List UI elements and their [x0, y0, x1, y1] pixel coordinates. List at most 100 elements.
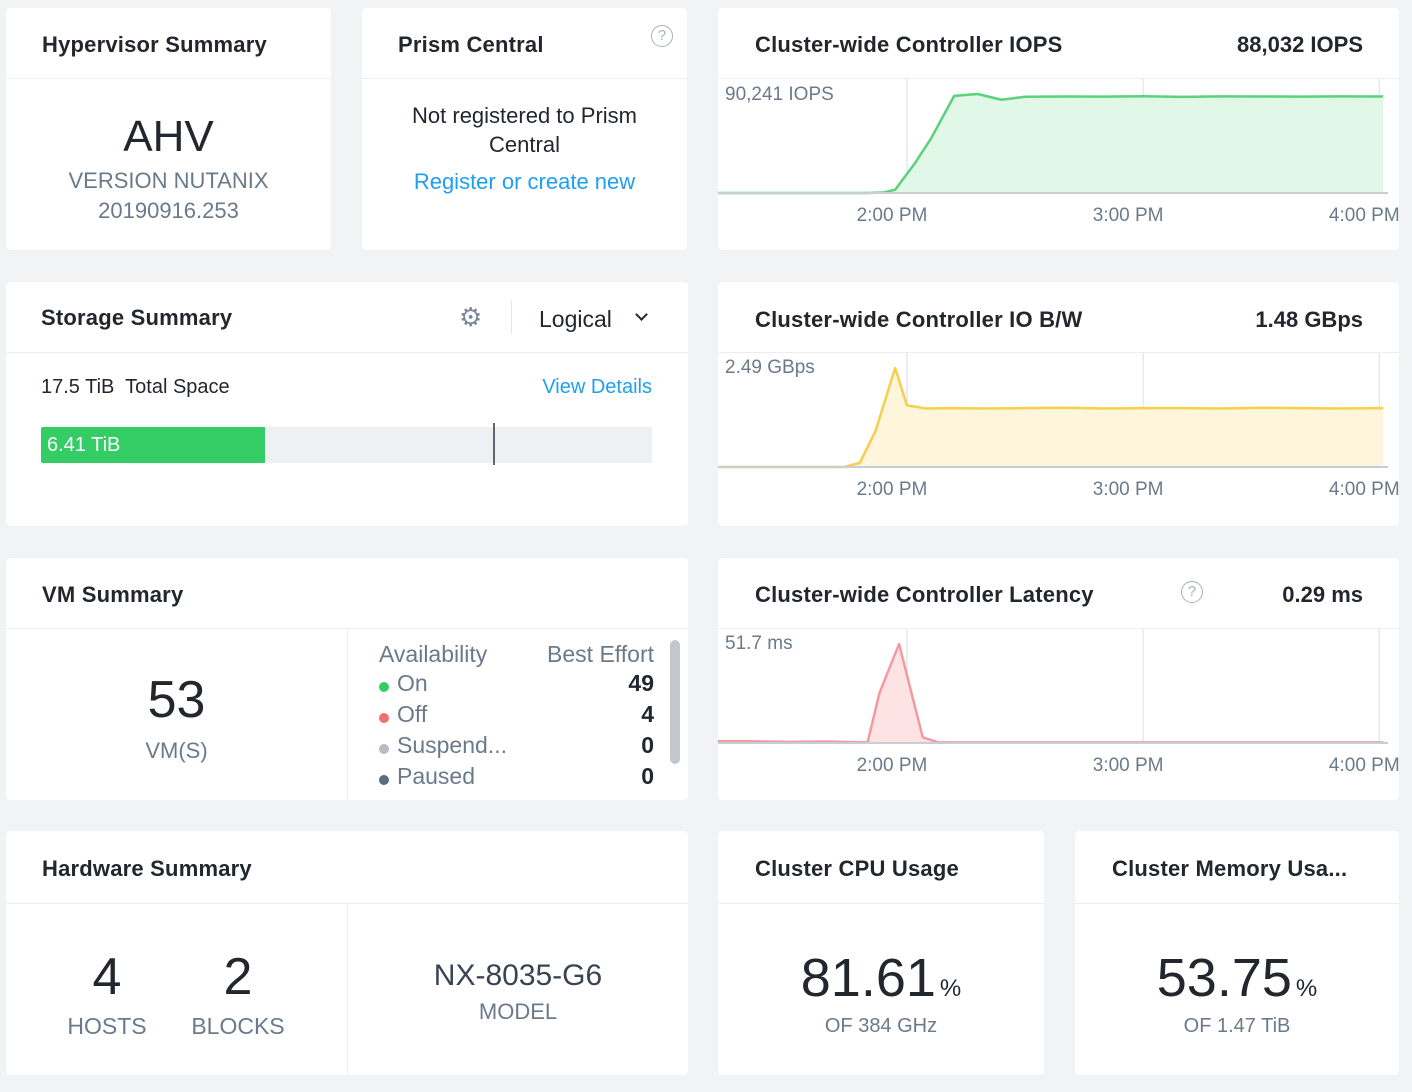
- hypervisor-name: AHV: [123, 112, 214, 161]
- x-tick-label: 4:00 PM: [1329, 205, 1399, 226]
- storage-summary-card[interactable]: Storage Summary ⚙ Logical 17.5 TiB Total…: [6, 282, 688, 526]
- hypervisor-version-line2: 20190916.253: [98, 198, 239, 223]
- card-title: Cluster-wide Controller Latency: [755, 582, 1094, 607]
- view-details-link[interactable]: View Details: [542, 376, 652, 398]
- prism-central-card[interactable]: Prism Central ? Not registered to Prism …: [362, 8, 687, 250]
- card-title: Storage Summary: [41, 305, 233, 330]
- prism-status-message: Not registered to Prism Central: [412, 103, 637, 157]
- header-divider: [511, 300, 512, 334]
- hosts-count: 4: [92, 948, 122, 1006]
- model-name: NX-8035-G6: [433, 959, 603, 992]
- series-line: [718, 642, 1384, 744]
- card-header: [718, 282, 1399, 353]
- card-title: Prism Central: [398, 32, 544, 57]
- latency-card[interactable]: Cluster-wide Controller Latency ? 0.29 m…: [718, 558, 1399, 800]
- iops-card[interactable]: Cluster-wide Controller IOPS 88,032 IOPS…: [718, 8, 1399, 250]
- question-circle-icon[interactable]: ?: [651, 25, 673, 47]
- vm-status-label: Paused: [397, 763, 476, 789]
- card-header: [1075, 831, 1399, 904]
- cpu-capacity: OF 384 GHz: [824, 1015, 938, 1037]
- card-header: [718, 831, 1044, 904]
- status-dot: [379, 713, 389, 723]
- cpu-usage-value-block: 81.61%: [718, 947, 1044, 1009]
- status-dot: [379, 775, 389, 785]
- list-item[interactable]: Off 4: [379, 701, 654, 732]
- io-bandwidth-card[interactable]: Cluster-wide Controller IO B/W 1.48 GBps…: [718, 282, 1399, 526]
- card-header: [6, 282, 688, 353]
- total-space: 17.5 TiB Total Space: [41, 376, 230, 399]
- vm-status-label: On: [397, 670, 428, 696]
- card-header: [6, 8, 331, 79]
- x-tick-label: 3:00 PM: [1093, 755, 1164, 776]
- card-title: VM Summary: [42, 582, 184, 607]
- current-iops-value: 88,032 IOPS: [1237, 32, 1363, 57]
- x-tick-label: 2:00 PM: [857, 755, 928, 776]
- card-title: Cluster CPU Usage: [755, 856, 959, 881]
- x-tick-label: 4:00 PM: [1329, 479, 1399, 500]
- status-dot: [379, 682, 389, 692]
- status-dot: [379, 744, 389, 754]
- total-space-value: 17.5 TiB: [41, 376, 115, 398]
- model-label: MODEL: [478, 999, 558, 1024]
- card-header: [718, 8, 1399, 79]
- vm-status-label: Suspend...: [397, 732, 507, 758]
- storage-used-label: 6.41 TiB: [47, 434, 121, 456]
- series-area: [718, 368, 1384, 467]
- gear-icon[interactable]: ⚙: [459, 302, 483, 332]
- vm-status-count: 0: [641, 763, 654, 789]
- register-link[interactable]: Register or create new: [413, 169, 636, 194]
- list-item[interactable]: On 49: [379, 670, 654, 701]
- memory-usage-value: 53.75: [1156, 948, 1292, 1008]
- vm-status-count: 0: [641, 732, 654, 758]
- question-circle-icon[interactable]: ?: [1181, 581, 1203, 603]
- x-tick-label: 2:00 PM: [857, 205, 928, 226]
- cpu-usage-value: 81.61: [800, 948, 936, 1008]
- current-latency-value: 0.29 ms: [1282, 582, 1363, 607]
- card-header: [6, 831, 688, 904]
- memory-usage-value-block: 53.75%: [1075, 947, 1399, 1009]
- vm-count-label: VM(S): [145, 738, 208, 763]
- storage-usage-bar: 6.41 TiB: [41, 423, 652, 465]
- chevron-down-icon: [635, 308, 648, 321]
- x-tick-label: 2:00 PM: [857, 479, 928, 500]
- card-header: [362, 8, 687, 79]
- memory-usage-unit: %: [1295, 975, 1318, 1002]
- vm-list-scrollbar[interactable]: [670, 640, 680, 764]
- latency-chart[interactable]: 2:00 PM 3:00 PM 4:00 PM: [718, 558, 1399, 800]
- storage-used-fill: 6.41 TiB: [41, 427, 265, 463]
- cpu-usage-card[interactable]: Cluster CPU Usage 81.61% OF 384 GHz: [718, 831, 1044, 1075]
- memory-usage-card[interactable]: Cluster Memory Usa... 53.75% OF 1.47 TiB: [1075, 831, 1399, 1075]
- vm-divider: [347, 629, 348, 800]
- vm-status-list: On 49 Off 4 Suspend... 0 Paused 0: [379, 670, 654, 794]
- list-item[interactable]: Suspend... 0: [379, 732, 654, 763]
- storage-threshold-marker: [493, 423, 496, 465]
- vm-best-effort-header: Best Effort: [547, 641, 654, 667]
- series-area: [718, 94, 1384, 193]
- iops-chart[interactable]: 2:00 PM 3:00 PM 4:00 PM: [718, 8, 1399, 250]
- vm-summary-card[interactable]: VM Summary 53 VM(S) Availability Best Ef…: [6, 558, 688, 800]
- hosts-label: HOSTS: [67, 1013, 147, 1039]
- vm-count: 53: [147, 671, 206, 729]
- card-title: Cluster Memory Usa...: [1112, 856, 1348, 881]
- vm-status-count: 49: [628, 670, 654, 696]
- vm-status-count: 4: [641, 701, 654, 727]
- hypervisor-summary-card[interactable]: Hypervisor Summary AHV VERSION NUTANIX 2…: [6, 8, 331, 250]
- hardware-summary-card[interactable]: Hardware Summary 4 HOSTS 2 BLOCKS NX-803…: [6, 831, 688, 1075]
- chart-max-label: 90,241 IOPS: [725, 84, 834, 105]
- card-title: Hypervisor Summary: [42, 32, 267, 57]
- card-title: Cluster-wide Controller IOPS: [755, 32, 1063, 57]
- x-tick-label: 3:00 PM: [1093, 479, 1164, 500]
- current-bandwidth-value: 1.48 GBps: [1255, 307, 1363, 332]
- x-tick-label: 4:00 PM: [1329, 755, 1399, 776]
- view-mode-select[interactable]: Logical: [539, 306, 657, 336]
- chart-max-label: 2.49 GBps: [725, 357, 815, 378]
- vm-status-label: Off: [397, 701, 428, 727]
- memory-capacity: OF 1.47 TiB: [1183, 1015, 1291, 1037]
- blocks-count: 2: [223, 948, 253, 1006]
- total-space-label: Total Space: [125, 376, 230, 398]
- vm-availability-header: Availability: [379, 641, 488, 667]
- list-item[interactable]: Paused 0: [379, 763, 654, 794]
- hypervisor-version-line1: VERSION NUTANIX: [68, 168, 269, 193]
- series-area: [718, 644, 1384, 743]
- io-bandwidth-chart[interactable]: 2:00 PM 3:00 PM 4:00 PM: [718, 282, 1399, 526]
